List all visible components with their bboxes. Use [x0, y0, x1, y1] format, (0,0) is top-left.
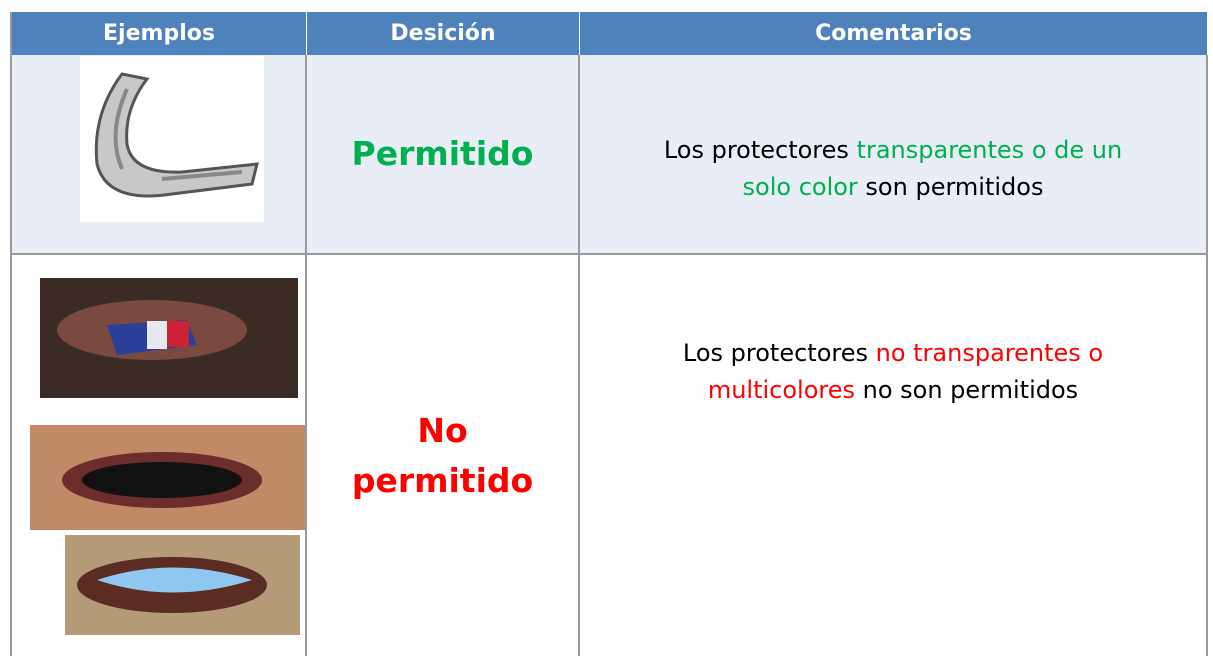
comment-segment: transparentes o de un solo color: [742, 135, 1123, 201]
example-cell: [10, 55, 307, 255]
mouthguard-images: [30, 278, 305, 635]
comment: Los protectores no transparentes o multi…: [673, 335, 1113, 409]
comment: Los protectores transparentes o de un so…: [663, 132, 1123, 206]
header-cell: Desición: [307, 12, 580, 55]
header-cell: Comentarios: [580, 12, 1208, 55]
comment-segment: no son permitidos: [855, 376, 1079, 405]
comment-segment: Los protectores: [682, 339, 876, 367]
decision: Permitido: [351, 134, 534, 174]
decision-cell: Permitido: [307, 55, 580, 255]
comment-cell: Los protectores transparentes o de un so…: [580, 55, 1208, 255]
comment-cell: Los protectores no transparentes o multi…: [580, 255, 1208, 656]
decision-cell: No permitido: [307, 255, 580, 656]
mouthguard-image: [80, 56, 264, 222]
header-cell: Ejemplos: [10, 12, 307, 55]
comment-segment: Los protectores: [663, 135, 857, 164]
comment-segment: son permitidos: [857, 173, 1044, 201]
decision: No permitido: [351, 411, 534, 500]
comment-segment: no transparentes o multicolores: [707, 339, 1104, 405]
example-cell: [10, 255, 307, 656]
